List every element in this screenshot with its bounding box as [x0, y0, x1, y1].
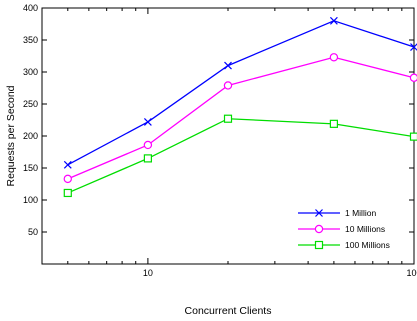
data-point [329, 16, 338, 25]
data-point [329, 53, 339, 62]
legend-item: 100 Millions [298, 240, 390, 250]
y-tick-label: 250 [23, 99, 38, 109]
x-tick-label: 100 [406, 268, 417, 278]
series-line [67, 118, 415, 194]
series-line [67, 56, 415, 180]
series-circle [63, 53, 417, 184]
series-line [67, 20, 415, 166]
x-axis-title: Concurrent Clients [185, 305, 272, 317]
data-point [410, 43, 417, 51]
data-point [223, 81, 233, 90]
data-point [63, 160, 72, 169]
data-point [224, 61, 232, 70]
series-x [63, 16, 417, 169]
y-tick-label: 300 [23, 67, 38, 77]
data-point [143, 117, 152, 126]
y-tick-label: 150 [23, 163, 38, 173]
y-tick-label: 50 [28, 227, 38, 237]
legend-item: 10 Millions [298, 224, 385, 234]
legend-label: 100 Millions [345, 240, 390, 250]
legend-label: 1 Million [345, 208, 376, 218]
y-axis-ticks: 50 100 150 200 250 300 350 400 [23, 3, 414, 237]
data-point [329, 119, 338, 128]
series-square [63, 114, 417, 198]
series-layer [63, 16, 417, 198]
legend-marker [314, 240, 324, 250]
data-point [63, 188, 72, 198]
y-tick-label: 350 [23, 35, 38, 45]
data-point [409, 132, 417, 141]
y-axis-title: Requests per Second [5, 85, 17, 186]
y-tick-label: 200 [23, 131, 38, 141]
legend-label: 10 Millions [345, 224, 385, 234]
x-axis-ticks: 10 100 [41, 8, 417, 278]
data-point [409, 73, 417, 82]
data-point [143, 154, 152, 163]
legend: 1 Million 10 Millions 100 Millions [298, 208, 390, 250]
y-tick-label: 100 [23, 195, 38, 205]
legend-marker [314, 224, 324, 234]
legend-marker [315, 209, 323, 217]
data-point [63, 174, 72, 184]
data-point [223, 114, 233, 123]
x-tick-label: 10 [143, 268, 153, 278]
legend-item: 1 Million [298, 208, 376, 218]
y-tick-label: 400 [23, 3, 38, 13]
data-point [143, 140, 153, 150]
